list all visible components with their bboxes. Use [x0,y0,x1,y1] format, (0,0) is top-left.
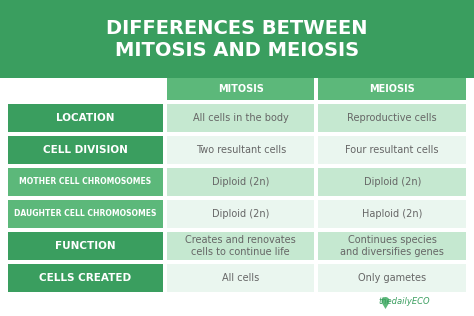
Text: Diploid (2n): Diploid (2n) [212,177,269,187]
Bar [8,168,163,196]
Bar [167,168,315,196]
Circle shape [382,297,390,305]
Bar [8,264,163,292]
Bar [319,264,466,292]
Text: Haploid (2n): Haploid (2n) [362,209,422,219]
Text: MEIOSIS: MEIOSIS [369,84,415,94]
Bar [167,264,315,292]
Text: Creates and renovates
cells to continue life: Creates and renovates cells to continue … [185,235,296,257]
Text: CELL DIVISION: CELL DIVISION [43,145,128,155]
Bar [167,78,315,100]
Text: MITOSIS AND MEIOSIS: MITOSIS AND MEIOSIS [115,41,359,60]
Text: Continues species
and diversifies genes: Continues species and diversifies genes [340,235,444,257]
Text: DAUGHTER CELL CHROMOSOMES: DAUGHTER CELL CHROMOSOMES [14,210,157,218]
Polygon shape [383,304,389,309]
Text: Only gametes: Only gametes [358,273,426,283]
Bar [0,0,474,78]
Text: Four resultant cells: Four resultant cells [346,145,439,155]
Text: Two resultant cells: Two resultant cells [196,145,286,155]
Text: MOTHER CELL CHROMOSOMES: MOTHER CELL CHROMOSOMES [19,178,152,186]
Text: thedailyECO: thedailyECO [378,297,430,306]
Bar [319,232,466,260]
Bar [8,104,163,132]
Text: LOCATION: LOCATION [56,113,115,123]
Bar [8,136,163,164]
Text: FUNCTION: FUNCTION [55,241,116,251]
Text: All cells in the body: All cells in the body [193,113,289,123]
Text: Diploid (2n): Diploid (2n) [212,209,269,219]
Bar [319,168,466,196]
Bar [8,232,163,260]
Bar [319,104,466,132]
Bar [167,136,315,164]
Text: MITOSIS: MITOSIS [218,84,264,94]
Text: Diploid (2n): Diploid (2n) [364,177,421,187]
Bar [167,104,315,132]
Bar [319,136,466,164]
Bar [167,232,315,260]
Bar [167,200,315,228]
Text: CELLS CREATED: CELLS CREATED [39,273,132,283]
Bar [319,78,466,100]
Text: All cells: All cells [222,273,259,283]
Bar [319,200,466,228]
Text: Reproductive cells: Reproductive cells [347,113,437,123]
Bar [8,200,163,228]
Text: DIFFERENCES BETWEEN: DIFFERENCES BETWEEN [106,20,368,39]
